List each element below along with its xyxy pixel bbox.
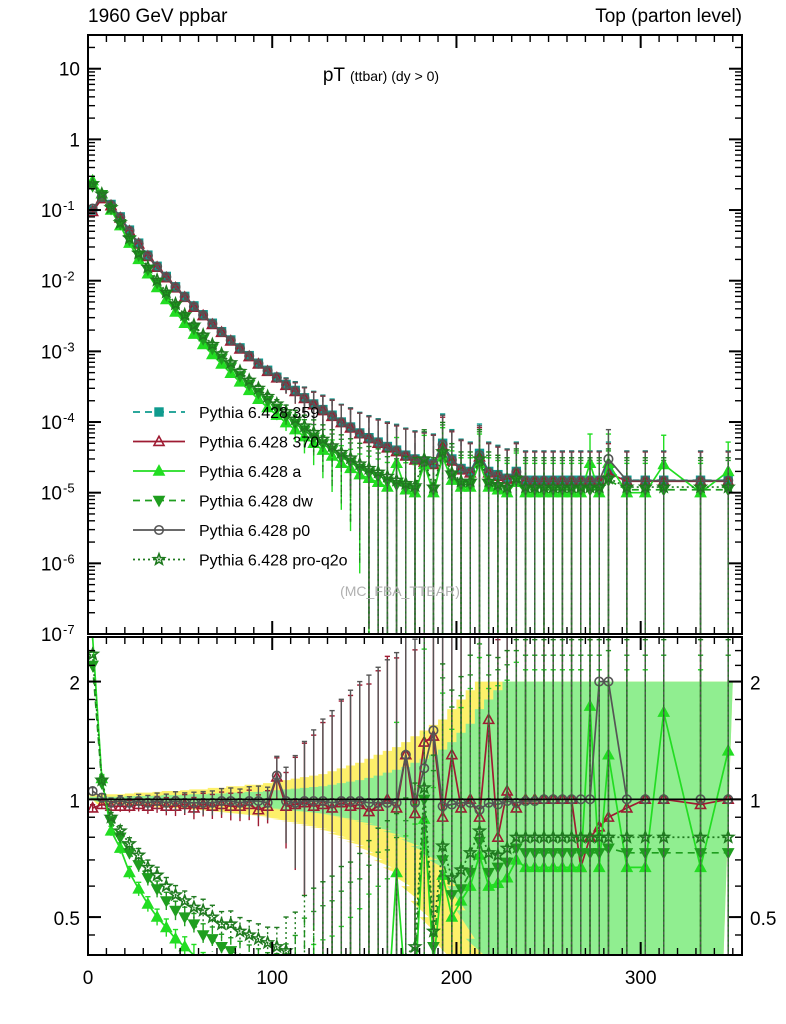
series-markers xyxy=(87,192,734,486)
series-line xyxy=(91,195,729,482)
ratio-panel-frame xyxy=(87,636,743,956)
main-y-tick-label: 1 xyxy=(69,130,80,151)
legend-entry-sproq2o[interactable]: Pythia 6.428 pro-q2o xyxy=(133,551,348,570)
main-y-tick-exponent: -4 xyxy=(63,410,75,425)
main-data-group xyxy=(84,173,736,634)
main-y-tick-label: 10 xyxy=(41,554,62,575)
legend-label: Pythia 6.428 pro-q2o xyxy=(199,553,348,570)
main-y-tick-label: 10 xyxy=(41,413,62,434)
header-left: 1960 GeV ppbar xyxy=(88,6,228,27)
main-y-tick-exponent: -7 xyxy=(63,622,75,637)
legend-entry-sp0[interactable]: Pythia 6.428 p0 xyxy=(133,523,310,540)
main-y-tick-exponent: -2 xyxy=(63,269,75,284)
main-y-tick-label: 10 xyxy=(41,201,62,222)
main-y-tick-exponent: -3 xyxy=(63,339,75,354)
legend-label: Pythia 6.428 370 xyxy=(199,435,319,452)
ratio-y-tick-label-left: 0.5 xyxy=(54,909,80,930)
ratio-y-tick-label-right: 2 xyxy=(750,674,761,695)
legend-label: Pythia 6.428 dw xyxy=(199,494,313,511)
main-y-tick-label: 10 xyxy=(41,625,62,646)
legend-entry-s359[interactable]: Pythia 6.428 359 xyxy=(133,405,319,422)
main-panel-frame xyxy=(87,34,743,635)
plot-title-main: pT xyxy=(323,65,346,86)
ratio-y-tick-label-left: 1 xyxy=(69,791,80,812)
ratio-y-tick-label-right: 0.5 xyxy=(750,909,776,930)
x-tick-label: 200 xyxy=(441,968,473,989)
plot-title-sub: (ttbar) (dy > 0) xyxy=(350,68,439,84)
ratio-y-tick-label-left: 2 xyxy=(69,674,80,695)
main-y-tick-label: 10 xyxy=(41,342,62,363)
main-y-tick-label: 10 xyxy=(59,60,80,81)
ratio-series-markers xyxy=(84,646,736,958)
ratio-series-sproq2o xyxy=(84,636,736,974)
main-y-tick-exponent: -5 xyxy=(63,481,75,496)
legend-label: Pythia 6.428 a xyxy=(199,464,301,481)
legend-label: Pythia 6.428 359 xyxy=(199,405,319,422)
main-y-tick-label: 10 xyxy=(41,484,62,505)
main-y-tick-exponent: -1 xyxy=(63,198,75,213)
ratio-y-tick-label-right: 1 xyxy=(750,791,761,812)
legend-group: Pythia 6.428 359 Pythia 6.428 370 Pythia 6… xyxy=(133,405,348,570)
legend-entry-s370[interactable]: Pythia 6.428 370 xyxy=(133,435,319,452)
main-y-tick-label: 10 xyxy=(41,272,62,293)
main-y-tick-exponent: -6 xyxy=(63,551,75,566)
legend-entry-sdw[interactable]: Pythia 6.428 dw xyxy=(133,494,313,511)
series-markers xyxy=(84,175,736,494)
below-ratio-mask xyxy=(0,956,786,1024)
header-right: Top (parton level) xyxy=(595,6,742,27)
watermark-label: (MC_FBA_TTBAR) xyxy=(340,583,460,599)
legend-label: Pythia 6.428 p0 xyxy=(199,523,310,540)
left-mask xyxy=(0,0,88,1024)
x-tick-label: 100 xyxy=(256,968,288,989)
x-tick-label: 0 xyxy=(83,968,94,989)
right-mask xyxy=(743,0,786,1024)
legend-entry-sa[interactable]: Pythia 6.428 a xyxy=(133,464,301,481)
series-sproq2o xyxy=(84,175,736,634)
x-tick-label: 300 xyxy=(625,968,657,989)
